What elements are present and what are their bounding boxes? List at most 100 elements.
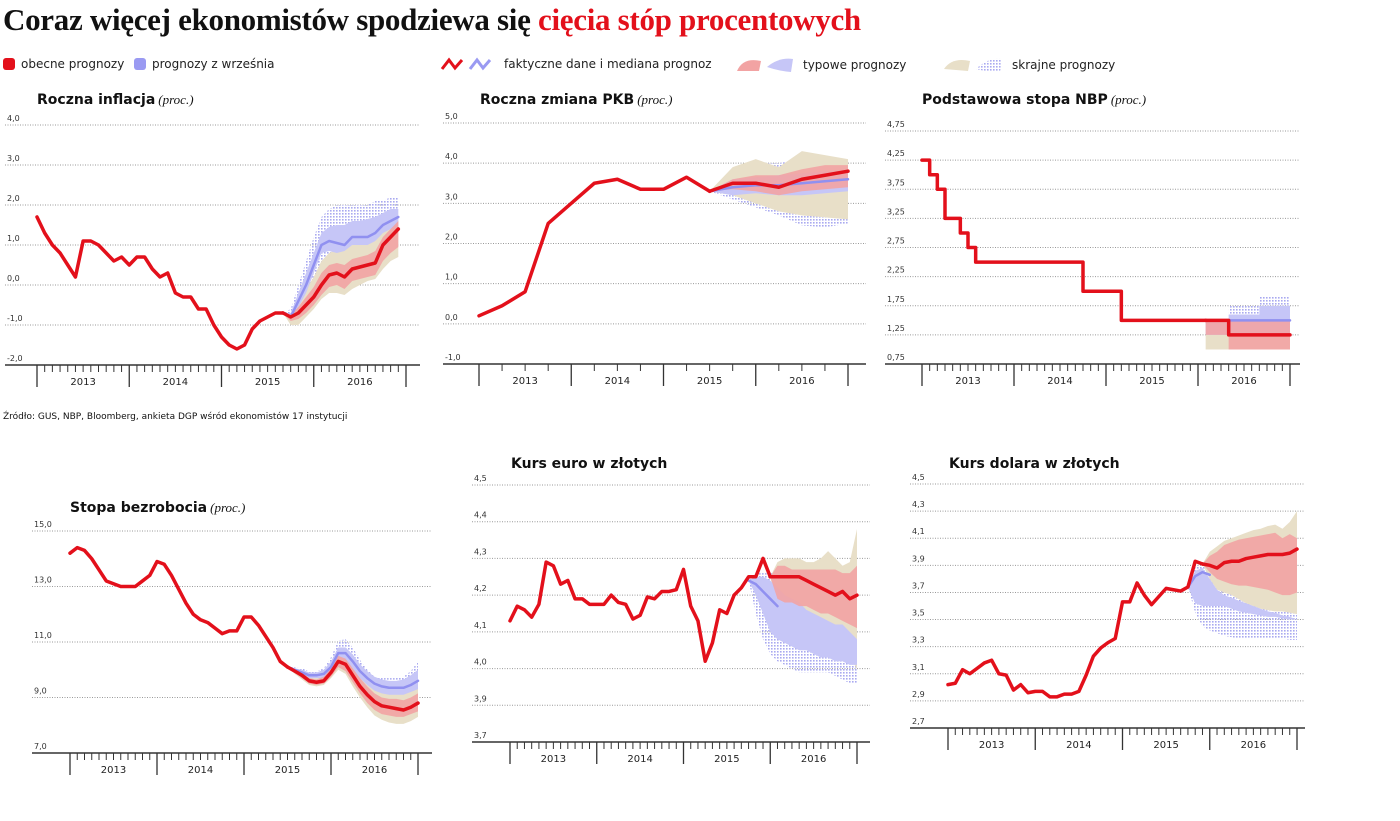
blue-square-icon (134, 58, 146, 70)
actual-data-line (68, 545, 290, 669)
year-label: 2014 (605, 376, 630, 387)
current-median-line (1203, 318, 1292, 337)
september-median-line (286, 651, 420, 690)
year-label: 2016 (362, 765, 387, 776)
legend-typical-label: typowe prognozy (803, 58, 907, 72)
y-tick-label: 4,0 (7, 114, 20, 123)
y-tick-label: 15,0 (34, 520, 52, 529)
chart-unit: (proc.) (210, 500, 246, 515)
y-tick-label: 4,0 (474, 658, 487, 667)
y-tick-label: 1,0 (445, 273, 458, 282)
actual-data-line (35, 215, 285, 351)
chart-title-text: Stopa bezrobocia (70, 500, 208, 516)
y-tick-label: -1,0 (7, 314, 23, 323)
year-label: 2013 (70, 377, 95, 388)
year-label: 2014 (1066, 740, 1091, 751)
y-tick-label: -1,0 (445, 353, 461, 362)
actual-data-line (920, 158, 1208, 323)
y-tick-label: 4,1 (912, 527, 925, 536)
y-tick-label: 7,0 (34, 742, 47, 751)
year-label: 2015 (697, 376, 722, 387)
y-tick-label: 0,75 (887, 353, 905, 362)
year-label: 2013 (101, 765, 126, 776)
year-label: 2016 (347, 377, 372, 388)
y-tick-label: 3,1 (912, 663, 925, 672)
year-label: 2014 (188, 765, 213, 776)
y-tick-label: 11,0 (34, 631, 52, 640)
september-median-line (1186, 570, 1211, 589)
year-label: 2013 (979, 740, 1004, 751)
year-label: 2013 (512, 376, 537, 387)
y-tick-label: 4,0 (445, 152, 458, 161)
chart-title-text: Kurs dolara w złotych (949, 456, 1120, 472)
chart-unit: (proc.) (158, 92, 194, 107)
chart-title-gdp: Roczna zmiana PKB (proc.) (480, 92, 672, 108)
y-tick-label: 4,4 (474, 511, 487, 520)
legend-extreme: skrajne prognozy (942, 57, 1115, 73)
y-tick-label: 2,25 (887, 266, 905, 275)
y-tick-label: 4,2 (474, 584, 487, 593)
legend-september-label: prognozy z września (152, 57, 275, 71)
chart-2: 4,75 4,25 3,75 3,25 2,75 2,25 1,75 1,25 0,75 2013… (885, 120, 1300, 387)
y-tick-label: 1,0 (7, 234, 20, 243)
chart-title-unemployment: Stopa bezrobocia (proc.) (70, 500, 245, 516)
y-tick-label: 4,5 (912, 473, 925, 482)
y-tick-label: 2,75 (887, 237, 905, 246)
chart-unit: (proc.) (1110, 92, 1147, 107)
chart-unit: (proc.) (637, 92, 673, 107)
year-label: 2015 (255, 377, 280, 388)
legend-typical: typowe prognozy (735, 57, 906, 73)
y-tick-label: 3,9 (474, 694, 487, 703)
current-median-line (281, 227, 401, 319)
year-label: 2014 (1047, 376, 1072, 387)
source-note: Źródło: GUS, NBP, Bloomberg, ankieta DGP… (3, 412, 348, 422)
y-tick-label: 3,25 (887, 207, 905, 216)
y-tick-label: -2,0 (7, 354, 23, 363)
chart-title-nbp-rate: Podstawowa stopa NBP (proc.) (922, 92, 1146, 108)
year-label: 2015 (1139, 376, 1164, 387)
year-label: 2014 (627, 754, 652, 765)
legend-actual-median: faktyczne dane i mediana prognoz (440, 57, 712, 71)
september-typical-band (287, 647, 418, 695)
year-label: 2015 (714, 754, 739, 765)
y-tick-label: 3,9 (912, 554, 925, 563)
september-typical-band (748, 576, 857, 665)
actual-data-line (508, 556, 772, 663)
year-label: 2016 (801, 754, 826, 765)
y-tick-label: 4,1 (474, 621, 487, 630)
y-tick-label: 2,0 (445, 233, 458, 242)
y-tick-label: 4,3 (912, 500, 925, 509)
chart-5: 4,5 4,3 4,1 3,9 3,7 3,5 3,3 3,1 2,9 2,7 2013 2014 20… (910, 473, 1305, 751)
year-label: 2016 (1231, 376, 1256, 387)
legend-current-label: obecne prognozy (21, 57, 125, 71)
chart-4: 4,5 4,4 4,3 4,2 4,1 4,0 3,9 3,7 2013 2014 2015 2016 (472, 474, 870, 765)
legend-actual-median-label: faktyczne dane i mediana prognoz (504, 57, 712, 71)
y-tick-label: 4,25 (887, 149, 905, 158)
current-median-line (285, 659, 420, 712)
current-median-line (1200, 547, 1299, 570)
september-median-line (747, 579, 779, 608)
y-tick-label: 3,7 (474, 731, 487, 740)
y-tick-label: 3,0 (7, 154, 20, 163)
headline-part1: Coraz więcej ekonomistów spodziewa się (3, 2, 539, 37)
chart-1: 5,0 4,0 3,0 2,0 1,0 0,0 -1,0 2013 2014 2015 2016 (443, 112, 866, 387)
september-median-line (708, 177, 850, 193)
legend-current: obecne prognozy (3, 57, 124, 71)
chart-title-text: Kurs euro w złotych (511, 456, 668, 472)
current-typical-band (283, 221, 399, 321)
band-swatch-icon (737, 58, 793, 72)
chart-title-inflation: Roczna inflacja (proc.) (37, 92, 194, 108)
y-tick-label: 3,3 (912, 636, 925, 645)
y-tick-label: 2,0 (7, 194, 20, 203)
headline-part2: cięcia stóp procentowych (538, 2, 861, 37)
year-label: 2016 (789, 376, 814, 387)
y-tick-label: 3,5 (912, 609, 925, 618)
year-label: 2016 (1241, 740, 1266, 751)
current-typical-band (770, 565, 857, 629)
current-typical-band (1202, 532, 1297, 596)
y-tick-label: 4,5 (474, 474, 487, 483)
y-tick-label: 5,0 (445, 112, 458, 121)
current-median-line (707, 169, 850, 194)
y-tick-label: 3,7 (912, 581, 925, 590)
